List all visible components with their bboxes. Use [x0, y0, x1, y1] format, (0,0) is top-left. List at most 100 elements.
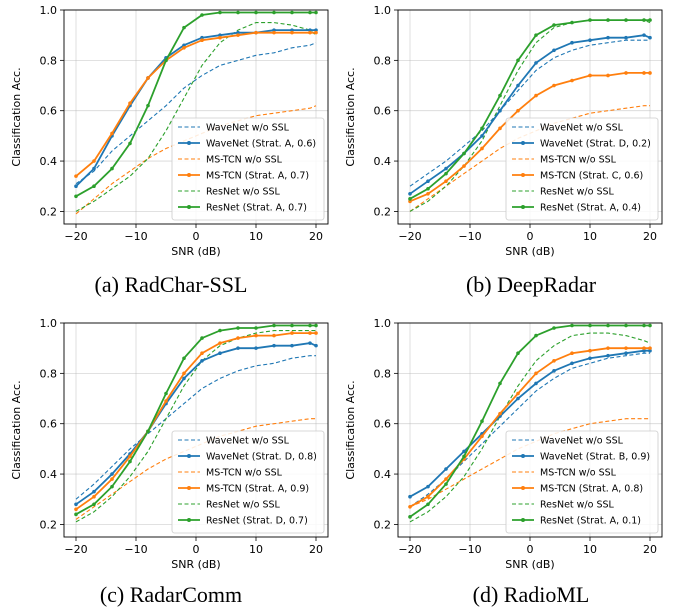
data-point [74, 507, 78, 512]
data-point [182, 356, 186, 361]
legend-entry: WaveNet w/o SSL [206, 436, 290, 447]
legend-marker [187, 518, 191, 522]
data-point [480, 146, 484, 151]
data-point [110, 131, 114, 136]
data-point [444, 166, 448, 171]
data-point [552, 326, 556, 330]
data-point [624, 351, 628, 356]
data-point [552, 23, 556, 27]
data-point [128, 101, 132, 105]
data-point [426, 179, 430, 183]
data-point [236, 326, 240, 330]
data-point [606, 346, 610, 350]
data-point [74, 174, 78, 178]
data-point [444, 179, 448, 183]
data-point [164, 58, 168, 63]
data-point [552, 83, 556, 88]
y-tick-label: 0.4 [40, 155, 58, 168]
series-line-resnet-dashed [409, 19, 651, 212]
data-point [308, 323, 312, 328]
data-point [92, 494, 96, 499]
legend-marker [187, 454, 191, 458]
data-point [200, 13, 204, 17]
data-point [290, 323, 294, 328]
data-point [236, 30, 240, 35]
data-point [146, 76, 150, 80]
data-point [642, 323, 646, 328]
data-point [128, 141, 132, 146]
data-point [534, 33, 538, 37]
data-point [648, 348, 652, 353]
y-tick-label: 0.2 [374, 205, 392, 218]
legend-entry: ResNet w/o SSL [206, 187, 281, 198]
y-axis-label: Classification Acc. [10, 67, 23, 166]
legend-entry: ResNet (Strat. A, 0.4) [540, 203, 641, 214]
data-point [462, 449, 466, 454]
data-point [516, 396, 520, 401]
data-point [164, 391, 168, 396]
data-point [648, 346, 652, 350]
data-point [642, 348, 646, 353]
x-tick-label: 20 [643, 230, 657, 243]
legend-marker [187, 205, 191, 209]
x-axis-label: SNR (dB) [171, 245, 220, 258]
data-point [308, 28, 312, 32]
x-axis-label: SNR (dB) [171, 558, 220, 571]
x-tick-label: 0 [193, 230, 200, 243]
legend: WaveNet w/o SSL WaveNet (Strat. A, 0.6) MS… [171, 117, 325, 221]
data-point [314, 30, 318, 35]
data-point [426, 186, 430, 191]
y-tick-label: 0.2 [374, 518, 392, 531]
y-axis-label: Classification Acc. [10, 380, 23, 479]
data-point [408, 199, 412, 204]
data-point [272, 28, 276, 32]
y-tick-label: 1.0 [374, 317, 392, 330]
data-point [534, 61, 538, 65]
y-axis-label: Classification Acc. [344, 67, 357, 166]
data-point [552, 48, 556, 53]
series-line-resnet-dashed [409, 332, 651, 523]
chart-panel-1: −20 −10 0 10 20 0.2 0.4 0.6 0.8 1.0 SNR (dB) Classi… [344, 4, 663, 297]
data-point [308, 30, 312, 35]
subfigure-caption: (a) RadChar-SSL [95, 272, 248, 297]
x-axis-label: SNR (dB) [505, 245, 554, 258]
data-point [570, 78, 574, 83]
data-point [236, 33, 240, 37]
data-point [110, 477, 114, 481]
y-tick-label: 1.0 [40, 317, 58, 330]
legend-entry: ResNet (Strat. A, 0.7) [206, 203, 307, 214]
x-tick-label: 10 [583, 543, 597, 556]
data-point [444, 171, 448, 176]
subfigure-caption: (b) DeepRadar [466, 272, 597, 297]
data-point [588, 73, 592, 78]
data-point [74, 184, 78, 189]
data-point [146, 103, 150, 108]
x-tick-label: 0 [527, 543, 534, 556]
data-point [218, 10, 222, 15]
data-point [606, 35, 610, 40]
data-point [552, 358, 556, 363]
subfigure-caption: (d) RadioML [473, 582, 590, 607]
data-point [498, 411, 502, 416]
data-point [534, 381, 538, 386]
y-tick-label: 0.4 [40, 468, 58, 481]
chart-panel-0: −20 −10 0 10 20 0.2 0.4 0.6 0.8 1.0 SNR (dB) Classi… [10, 4, 329, 297]
data-point [498, 108, 502, 113]
data-point [92, 502, 96, 507]
data-point [408, 504, 412, 509]
data-point [498, 126, 502, 131]
subfigure-caption: (c) RadarComm [100, 582, 242, 607]
data-point [92, 166, 96, 171]
legend-entry: ResNet (Strat. A, 0.1) [540, 516, 641, 527]
data-point [462, 164, 466, 168]
legend-entry: MS-TCN (Strat. A, 0.9) [206, 484, 309, 495]
data-point [624, 18, 628, 22]
data-point [588, 38, 592, 43]
data-point [642, 346, 646, 350]
data-point [92, 489, 96, 494]
data-point [516, 108, 520, 113]
data-point [606, 353, 610, 358]
legend-entry: ResNet (Strat. D, 0.7) [206, 516, 308, 527]
data-point [254, 30, 258, 35]
